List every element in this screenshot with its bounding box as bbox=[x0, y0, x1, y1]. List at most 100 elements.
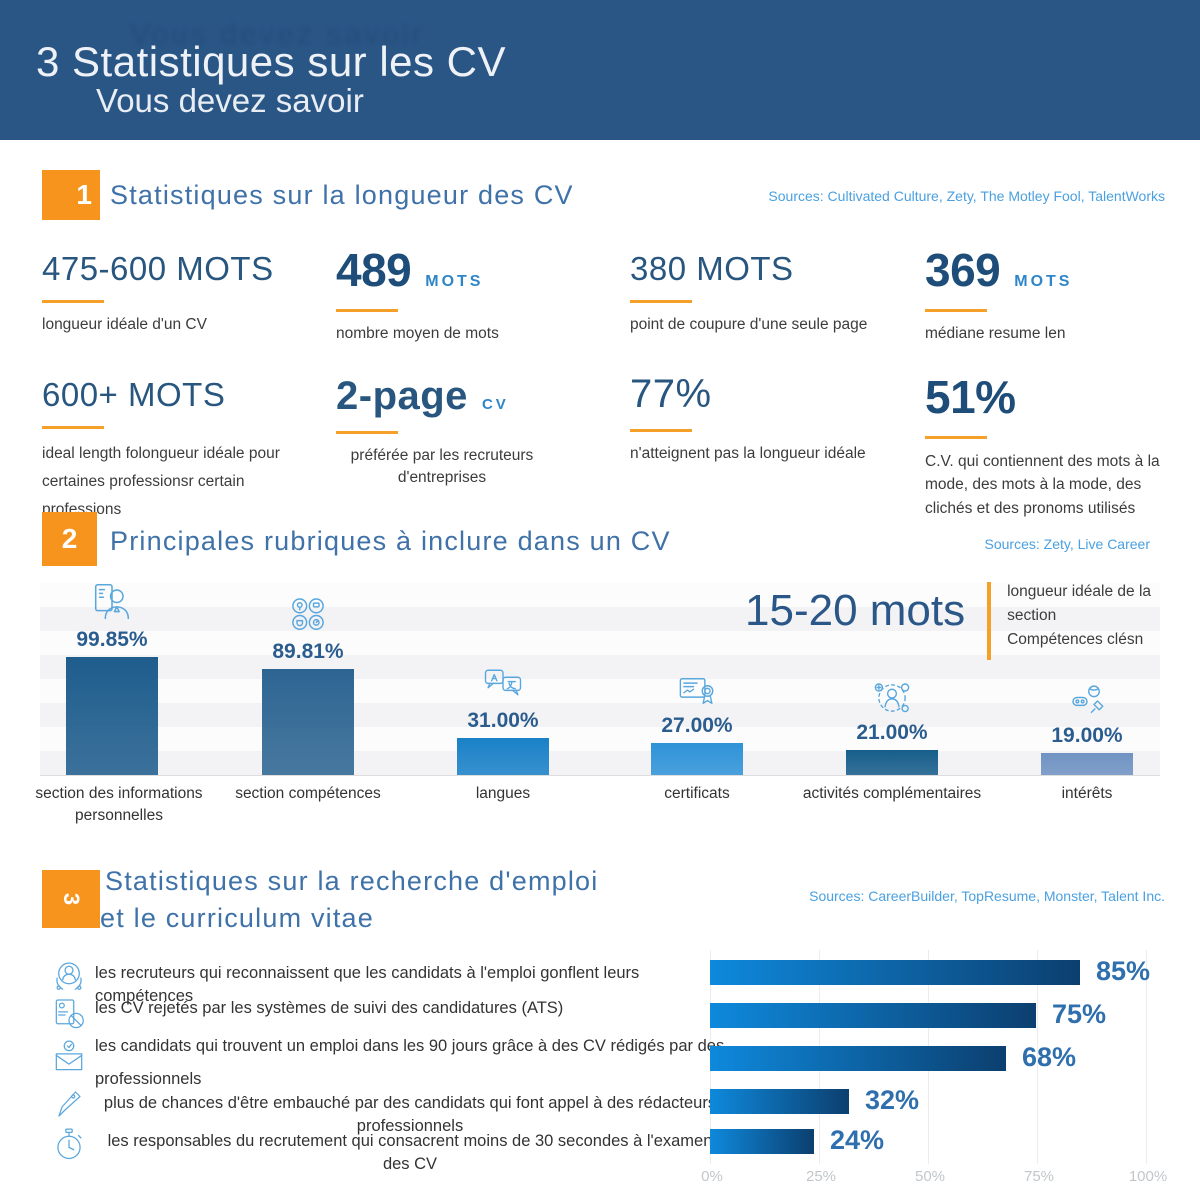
section2-title: Principales rubriques à inclure dans un … bbox=[110, 526, 671, 556]
bar-category-label: section compétences bbox=[235, 785, 381, 802]
orange-underline bbox=[42, 426, 104, 429]
skills-section-length-highlight: 15-20 mots longueur idéale de la section… bbox=[745, 578, 1183, 660]
page-title: 3 Statistiques sur les CV bbox=[36, 38, 507, 85]
header-banner: Vous devez savoir 3 Statistiques sur les… bbox=[0, 0, 1200, 140]
orange-underline bbox=[630, 300, 692, 303]
section1-sources: Sources: Cultivated Culture, Zety, The M… bbox=[768, 188, 1165, 204]
stat-value: 2-page bbox=[336, 374, 468, 418]
stat-desc: préférée par les recruteurs d'entreprise… bbox=[350, 447, 534, 487]
stopwatch-icon bbox=[50, 1126, 88, 1164]
stat-unit: MOTS bbox=[1014, 273, 1073, 290]
section3-title-line2: et le curriculum vitae bbox=[100, 903, 374, 933]
row-label-professional-cv: les candidats qui trouvent un emploi dan… bbox=[95, 1037, 725, 1088]
row-label-recruiters: les recruteurs qui reconnaissent que les… bbox=[95, 964, 640, 1006]
envelope-badge-icon bbox=[50, 1038, 88, 1076]
row-label-30-seconds: les responsables du recrutement qui cons… bbox=[107, 1132, 713, 1174]
hbar-writers bbox=[710, 1089, 849, 1114]
hbar-ats bbox=[710, 1003, 1036, 1028]
header-ghost-text: Vous devez savoir bbox=[130, 18, 425, 51]
bar-skills bbox=[262, 669, 354, 775]
page-subtitle: Vous devez savoir bbox=[96, 82, 364, 119]
bar-column-interests: 19.00% bbox=[1041, 680, 1133, 775]
stat-77-percent: 77% n'atteignent pas la longueur idéale bbox=[630, 372, 915, 465]
section2-badge: 2 bbox=[42, 512, 97, 566]
orange-underline bbox=[630, 429, 692, 432]
hbar-value-label: 68% bbox=[1022, 1042, 1077, 1072]
hbar-professional-cv bbox=[710, 1046, 1006, 1071]
section3-badge-number: 3 bbox=[59, 892, 84, 906]
stat-value: 380 MOTS bbox=[630, 250, 794, 287]
row-label-ats: les CV rejetés par les systèmes de suivi… bbox=[95, 999, 564, 1017]
certificates-icon bbox=[679, 678, 714, 704]
stat-ideal-length: 475-600 MOTS longueur idéale d'un CV bbox=[42, 250, 327, 336]
x-tick-50: 50% bbox=[914, 1168, 946, 1185]
pen-icon bbox=[50, 1086, 86, 1122]
bar-column-languages: 31.00% bbox=[457, 665, 549, 775]
skills-icon bbox=[292, 598, 324, 631]
bar-column-skills: 89.81% bbox=[262, 594, 354, 775]
bar-value-label: 99.85% bbox=[76, 628, 148, 651]
highlight-desc: longueur idéale de la section Compétence… bbox=[1007, 583, 1152, 649]
bar-category-label: section des informations personnelles bbox=[35, 785, 203, 824]
bar-column-personal-info: 99.85% bbox=[66, 580, 158, 775]
bar-certificates bbox=[651, 743, 743, 775]
stat-single-page-cutoff: 380 MOTS point de coupure d'une seule pa… bbox=[630, 250, 915, 336]
stat-two-page: 2-page CV préférée par les recruteurs d'e… bbox=[336, 374, 621, 490]
interests-icon bbox=[1072, 685, 1104, 714]
section3-badge: 3 bbox=[42, 870, 100, 928]
stat-value: 489 bbox=[336, 244, 412, 296]
bar-category-label: langues bbox=[475, 785, 531, 802]
section3-sources: Sources: CareerBuilder, TopResume, Monst… bbox=[809, 888, 1165, 904]
bar-value-label: 21.00% bbox=[856, 721, 928, 744]
stat-value: 51% bbox=[925, 371, 1016, 423]
orange-underline bbox=[336, 431, 398, 434]
stat-unit: CV bbox=[481, 396, 509, 413]
bar-value-label: 89.81% bbox=[272, 640, 344, 663]
bar-column-activities: 21.00% bbox=[846, 677, 938, 775]
bar-interests bbox=[1041, 753, 1133, 775]
bar-personal-info bbox=[66, 657, 158, 775]
stat-average-words: 489 MOTS nombre moyen de mots bbox=[336, 243, 621, 345]
hbar-value-label: 24% bbox=[830, 1125, 885, 1155]
stat-value: 475-600 MOTS bbox=[42, 250, 274, 287]
x-tick-25: 25% bbox=[805, 1168, 837, 1185]
stat-desc: point de coupure d'une seule page bbox=[630, 316, 868, 333]
bar-activities bbox=[846, 750, 938, 775]
stat-value: 369 bbox=[925, 244, 1001, 296]
hbar-value-label: 75% bbox=[1052, 999, 1107, 1029]
row-label-writers: plus de chances d'être embauché par des … bbox=[103, 1094, 717, 1136]
rejected-cv-icon bbox=[50, 996, 88, 1034]
cv-sections-bar-chart: 99.85% 89.81% 31.00% bbox=[40, 583, 1160, 776]
section1-title: Statistiques sur la longueur des CV bbox=[110, 180, 574, 210]
hbar-recruiters bbox=[710, 960, 1080, 985]
languages-icon bbox=[484, 669, 522, 696]
stat-desc: n'atteignent pas la longueur idéale bbox=[630, 445, 866, 462]
section1-badge: 1 bbox=[42, 170, 100, 220]
stat-median-length: 369 MOTS médiane resume len bbox=[925, 243, 1200, 345]
bar-value-label: 27.00% bbox=[661, 714, 733, 737]
orange-underline bbox=[925, 309, 987, 312]
highlight-value: 15-20 mots bbox=[745, 586, 966, 635]
stat-51-percent: 51% C.V. qui contiennent des mots à la m… bbox=[925, 370, 1200, 520]
orange-underline bbox=[42, 300, 104, 303]
bar-column-certificates: 27.00% bbox=[651, 670, 743, 775]
bar-languages bbox=[457, 738, 549, 775]
bar-category-label: intérêts bbox=[1061, 785, 1113, 802]
x-tick-100: 100% bbox=[1128, 1168, 1168, 1185]
orange-divider bbox=[987, 582, 992, 660]
stat-unit: MOTS bbox=[425, 273, 484, 290]
x-tick-75: 75% bbox=[1023, 1168, 1055, 1185]
section2-sources: Sources: Zety, Live Career bbox=[984, 536, 1150, 552]
gridline-100 bbox=[1146, 950, 1147, 1164]
stat-desc: nombre moyen de mots bbox=[336, 325, 499, 342]
hbar-value-label: 32% bbox=[865, 1085, 920, 1115]
bar-category-label: activités complémentaires bbox=[802, 785, 982, 802]
bar-value-label: 31.00% bbox=[467, 709, 539, 732]
activities-icon bbox=[874, 683, 910, 713]
gridline-75 bbox=[1037, 950, 1038, 1164]
stat-desc: C.V. qui contiennent des mots à la mode,… bbox=[925, 453, 1160, 517]
stat-value: 77% bbox=[630, 372, 712, 416]
x-tick-0: 0% bbox=[701, 1168, 723, 1185]
orange-underline bbox=[336, 309, 398, 312]
